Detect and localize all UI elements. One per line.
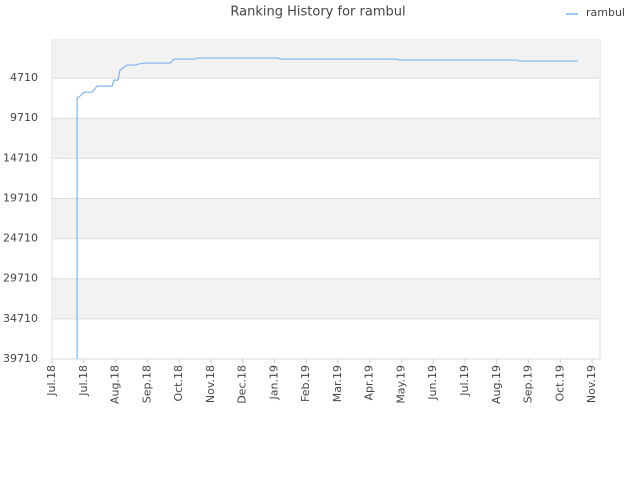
x-tick-label: Nov.19	[585, 365, 598, 403]
x-tick-label: Mar.19	[331, 365, 344, 402]
x-tick-label: Aug.19	[490, 365, 503, 404]
x-tick-label: Jul.19	[458, 365, 471, 397]
chart-title: Ranking History for rambul	[230, 5, 405, 20]
x-tick-label: Jan.19	[267, 365, 280, 400]
y-tick-label: 19710	[3, 191, 38, 204]
grid-band	[52, 198, 600, 239]
x-tick-label: Dec.18	[236, 365, 249, 404]
legend-label: rambul	[586, 6, 625, 19]
grid-band	[52, 278, 600, 319]
x-tick-label: Feb.19	[299, 365, 312, 402]
series-line	[76, 57, 579, 359]
y-tick-label: 9710	[10, 111, 38, 124]
x-tick-label: Jun.19	[426, 365, 439, 401]
x-tick-label: Nov.18	[204, 365, 217, 403]
y-tick-label: 29710	[3, 272, 38, 285]
y-tick-label: 34710	[3, 312, 38, 325]
y-tick-label: 39710	[3, 352, 38, 365]
x-tick-label: Sep.19	[522, 365, 535, 403]
x-tick-label: Apr.19	[363, 365, 376, 401]
x-tick-label: Oct.18	[172, 365, 185, 402]
x-tick-label: Oct.19	[553, 365, 566, 402]
y-tick-label: 14710	[3, 151, 38, 164]
x-tick-label: May.19	[394, 365, 407, 404]
x-tick-label: Jul.18	[45, 365, 58, 397]
x-tick-label: Aug.18	[109, 365, 122, 404]
x-tick-label: Sep.18	[140, 365, 153, 403]
y-tick-label: 4710	[10, 71, 38, 84]
grid-band	[52, 118, 600, 159]
x-tick-label: Jul.18	[77, 365, 90, 397]
y-tick-label: 24710	[3, 232, 38, 245]
